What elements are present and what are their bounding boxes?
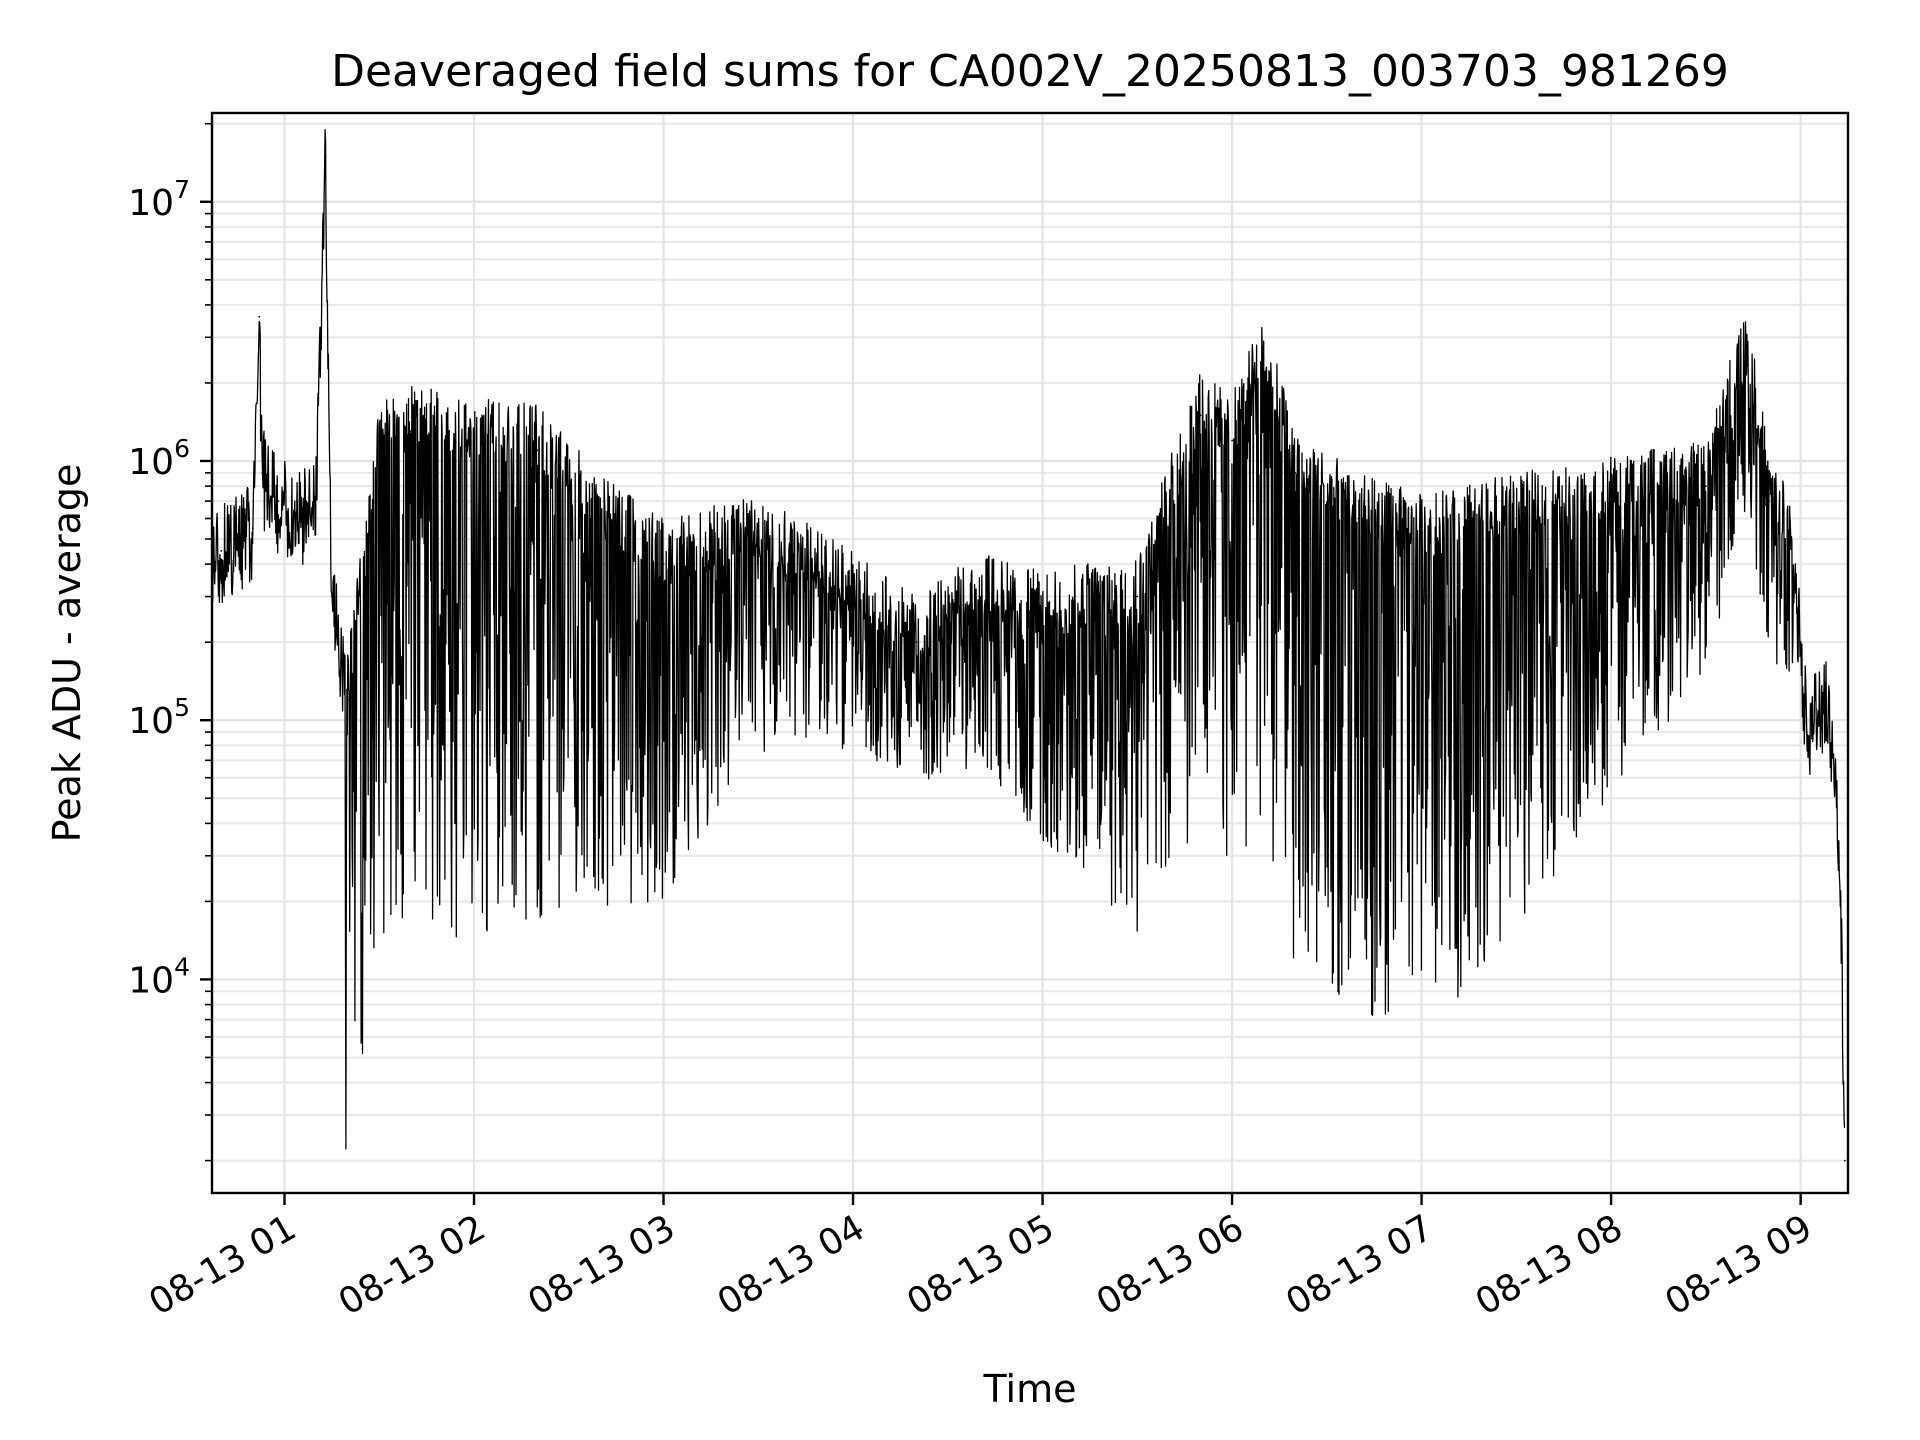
plot-frame: [210, 111, 1850, 1195]
data-point: [1843, 1159, 1846, 1162]
data-point: [277, 500, 280, 502]
data-point: [1840, 932, 1843, 935]
data-point: [1041, 616, 1044, 618]
data-point: [1768, 500, 1770, 502]
y-tick-exponent: 7: [174, 175, 190, 204]
data-point: [1815, 708, 1818, 711]
y-tick-base: 10: [128, 442, 174, 483]
data-point: [915, 641, 918, 644]
data-point: [409, 430, 412, 433]
data-point: [1357, 517, 1360, 520]
data-point: [331, 595, 333, 598]
data-point: [236, 538, 239, 540]
y-tick-label: 106: [128, 434, 190, 483]
x-axis-label: Time: [983, 1367, 1077, 1411]
y-tick-exponent: 4: [174, 952, 190, 981]
data-point: [1231, 439, 1233, 442]
data-point: [1834, 776, 1837, 779]
y-tick-label: 104: [128, 952, 190, 1001]
data-point: [315, 485, 317, 487]
data-point: [473, 439, 475, 442]
y-tick-base: 10: [128, 183, 174, 224]
data-point: [1806, 731, 1808, 733]
data-point: [261, 471, 264, 474]
data-point: [299, 517, 302, 520]
data-point: [1790, 538, 1792, 540]
data-point: [599, 517, 602, 520]
data-point: [1420, 538, 1423, 540]
data-point: [252, 527, 254, 530]
y-tick-label: 105: [128, 693, 190, 742]
data-point: [1746, 344, 1748, 346]
y-tick-base: 10: [128, 701, 174, 742]
data-point: [378, 439, 381, 442]
data-point: [1262, 356, 1265, 359]
series-line: [211, 129, 1846, 1150]
data-point: [346, 698, 349, 701]
data-point: [1705, 485, 1707, 487]
y-tick-exponent: 5: [174, 693, 190, 722]
data-point: [978, 595, 981, 598]
data-point: [258, 315, 261, 318]
data-point: [757, 538, 760, 540]
y-tick-label: 107: [128, 175, 190, 224]
data-point: [1825, 698, 1827, 701]
data-point: [220, 550, 223, 552]
series-layer: [210, 129, 1846, 1162]
data-point: [324, 155, 327, 158]
chart-title: Deaveraged field sums for CA002V_2025081…: [331, 46, 1729, 97]
y-tick-base: 10: [128, 960, 174, 1001]
data-point: [662, 563, 665, 565]
y-axis-label: Peak ADU - average: [45, 464, 89, 843]
data-point: [1799, 641, 1802, 644]
data-point: [1515, 517, 1518, 520]
data-point: [1136, 595, 1139, 598]
data-point: [852, 595, 854, 598]
data-point: [1294, 471, 1297, 474]
data-point: [1199, 414, 1202, 417]
data-point: [536, 449, 539, 452]
y-tick-exponent: 6: [174, 434, 190, 463]
data-point: [1610, 500, 1612, 502]
